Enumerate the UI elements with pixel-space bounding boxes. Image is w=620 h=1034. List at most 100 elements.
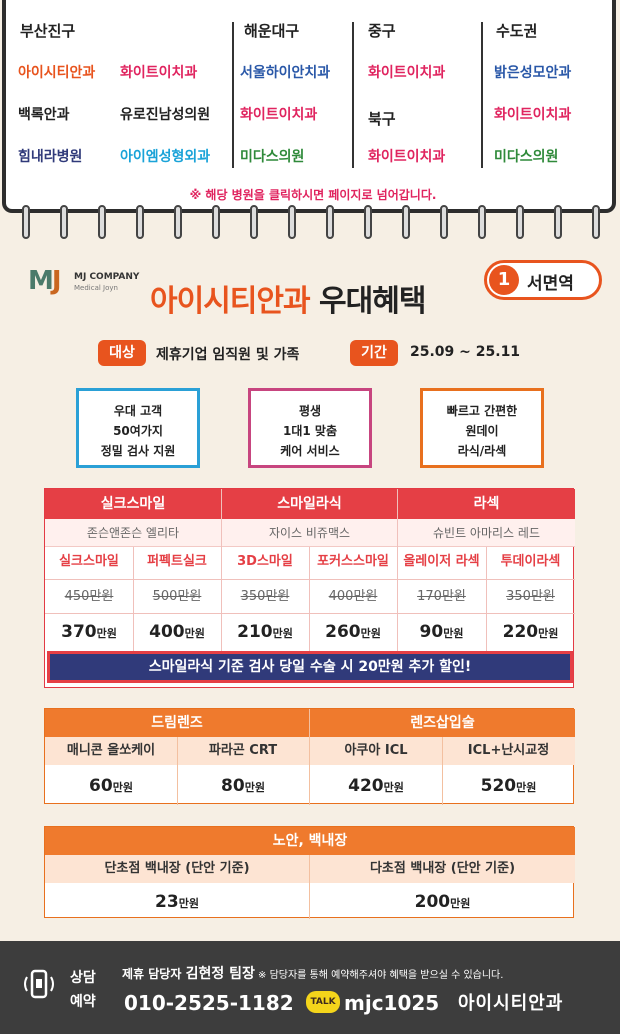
binder-ring — [136, 205, 144, 239]
logo-subtitle: Medical Joyn — [74, 284, 118, 292]
hospital-link[interactable]: 화이트이치과 — [240, 107, 318, 123]
region-junggu: 중구 — [368, 22, 396, 40]
hospital-link[interactable]: 백록안과 — [18, 107, 70, 123]
region-busanjin: 부산진구 — [20, 22, 76, 40]
hospital-link[interactable]: 서울하이안치과 — [240, 65, 331, 81]
cataract-name: 단초점 백내장 (단안 기준) — [45, 855, 309, 883]
feature-line: 빠르고 간편한 — [446, 404, 518, 418]
kakao-id[interactable]: mjc1025 — [344, 991, 440, 1015]
column-divider — [481, 22, 483, 168]
hospital-link[interactable]: 미다스의원 — [494, 149, 559, 165]
discount-price: 400만원 — [149, 622, 205, 642]
original-price: 350만원 — [506, 589, 555, 604]
target-value: 제휴기업 임직원 및 가족 — [156, 347, 300, 363]
divider — [45, 613, 575, 614]
original-price: 170만원 — [417, 589, 466, 604]
target-label: 대상 — [98, 340, 146, 366]
hospital-link[interactable]: 화이트이치과 — [494, 107, 572, 123]
feature-box-vip-exam: 우대 고객 50여가지 정밀 검사 지원 — [76, 388, 200, 468]
hospital-link[interactable]: 화이트이치과 — [368, 65, 446, 81]
logo-company-name: MJ COMPANY — [74, 272, 140, 282]
page-title: 아이시티안과 우대혜택 — [150, 276, 426, 320]
feature-line: 정밀 검사 지원 — [100, 444, 176, 458]
divider — [133, 547, 134, 651]
lens-name: 매니콘 올쏘케이 — [45, 737, 177, 765]
original-price: 400만원 — [328, 589, 378, 604]
kakaotalk-icon: TALK — [306, 991, 340, 1013]
phone-number[interactable]: 010-2525-1182 — [124, 991, 294, 1015]
divider — [486, 547, 487, 651]
binder-ring — [516, 205, 524, 239]
column-divider — [352, 22, 354, 168]
procedure-name: 올레이저 라섹 — [403, 554, 480, 569]
hospital-link[interactable]: 아이엠성형외과 — [120, 149, 211, 165]
period-label: 기간 — [350, 340, 398, 366]
procedure-name: 실크스마일 — [59, 554, 119, 569]
group-header: 드림렌즈 — [45, 709, 309, 737]
contact-footer: 상담 예약 제휴 담당자 김현정 팀장 ※ 담당자를 통해 예약해주셔야 혜택을… — [0, 941, 620, 1034]
hospital-link[interactable]: 화이트이치과 — [120, 65, 198, 81]
lens-name: 아쿠아 ICL — [310, 737, 442, 765]
title-rest: 우대혜택 — [309, 284, 426, 319]
original-price: 500만원 — [152, 589, 202, 604]
lens-name: ICL+난시교정 — [442, 737, 575, 765]
discount-price: 90만원 — [419, 622, 464, 642]
cataract-name: 다초점 백내장 (단안 기준) — [310, 855, 575, 883]
discount-price: 260만원 — [325, 622, 381, 642]
binder-ring — [592, 205, 600, 239]
binder-ring — [402, 205, 410, 239]
lens-price: 520만원 — [480, 776, 537, 796]
feature-line: 우대 고객 — [113, 404, 163, 418]
equipment-label: 존슨앤존슨 엘리타 — [45, 519, 221, 547]
original-price: 350만원 — [240, 589, 290, 604]
click-notice: ※ 해당 병원을 클릭하시면 페이지로 넘어갑니다. — [189, 188, 437, 202]
binder-ring — [364, 205, 372, 239]
feature-line: 평생 — [298, 404, 322, 418]
phone-icon — [20, 965, 58, 1009]
region-bukgu: 북구 — [368, 110, 396, 128]
surgery-price-table: 실크스마일 스마일라식 라섹 존슨앤존슨 엘리타 자이스 비쥬맥스 슈빈트 아마… — [44, 488, 575, 688]
station-name: 서면역 — [527, 274, 574, 294]
divider — [221, 489, 222, 651]
group-header: 노안, 백내장 — [45, 827, 575, 855]
binder-ring — [440, 205, 448, 239]
divider — [45, 579, 575, 580]
feature-line: 1대1 맞춤 — [283, 424, 337, 438]
discount-price: 210만원 — [237, 622, 293, 642]
binder-ring — [250, 205, 258, 239]
hospital-link[interactable]: 유로진남성의원 — [120, 107, 211, 123]
binder-ring — [22, 205, 30, 239]
cataract-price-table: 노안, 백내장 단초점 백내장 (단안 기준) 다초점 백내장 (단안 기준) … — [44, 826, 575, 919]
group-header: 스마일라식 — [222, 489, 397, 519]
group-header: 실크스마일 — [45, 489, 221, 519]
hospital-link[interactable]: 아이시티안과 — [18, 65, 96, 81]
binder-ring — [326, 205, 334, 239]
hospital-link[interactable]: 밝은성모안과 — [494, 65, 572, 81]
binder-ring — [554, 205, 562, 239]
original-price: 450만원 — [64, 589, 114, 604]
hospital-directory: 부산진구 아이시티안과 화이트이치과 백록안과 유로진남성의원 힘내라병원 아이… — [2, 0, 616, 213]
divider — [309, 709, 310, 805]
hospital-link[interactable]: 힘내라병원 — [18, 149, 83, 165]
column-divider — [232, 22, 234, 168]
cataract-price: 23만원 — [155, 892, 199, 912]
binder-ring — [60, 205, 68, 239]
discount-price: 220만원 — [502, 622, 559, 642]
lens-price: 80만원 — [221, 776, 265, 796]
binder-ring — [98, 205, 106, 239]
feature-line: 50여가지 — [113, 424, 163, 438]
group-header: 렌즈삽입술 — [310, 709, 575, 737]
hospital-link[interactable]: 미다스의원 — [240, 149, 305, 165]
hospital-link[interactable]: 화이트이치과 — [368, 149, 446, 165]
procedure-name: 포커스스마일 — [317, 554, 389, 569]
reserve-label: 예약 — [70, 994, 96, 1010]
feature-box-lifetime-care: 평생 1대1 맞춤 케어 서비스 — [248, 388, 372, 468]
divider — [397, 489, 398, 651]
binder-ring — [478, 205, 486, 239]
feature-line: 케어 서비스 — [280, 444, 340, 458]
lens-price: 60만원 — [89, 776, 133, 796]
logo-mark: MJ — [28, 266, 61, 296]
procedure-name: 투데이라섹 — [500, 554, 561, 569]
equipment-label: 자이스 비쥬맥스 — [222, 519, 397, 547]
cataract-price: 200만원 — [414, 892, 471, 912]
